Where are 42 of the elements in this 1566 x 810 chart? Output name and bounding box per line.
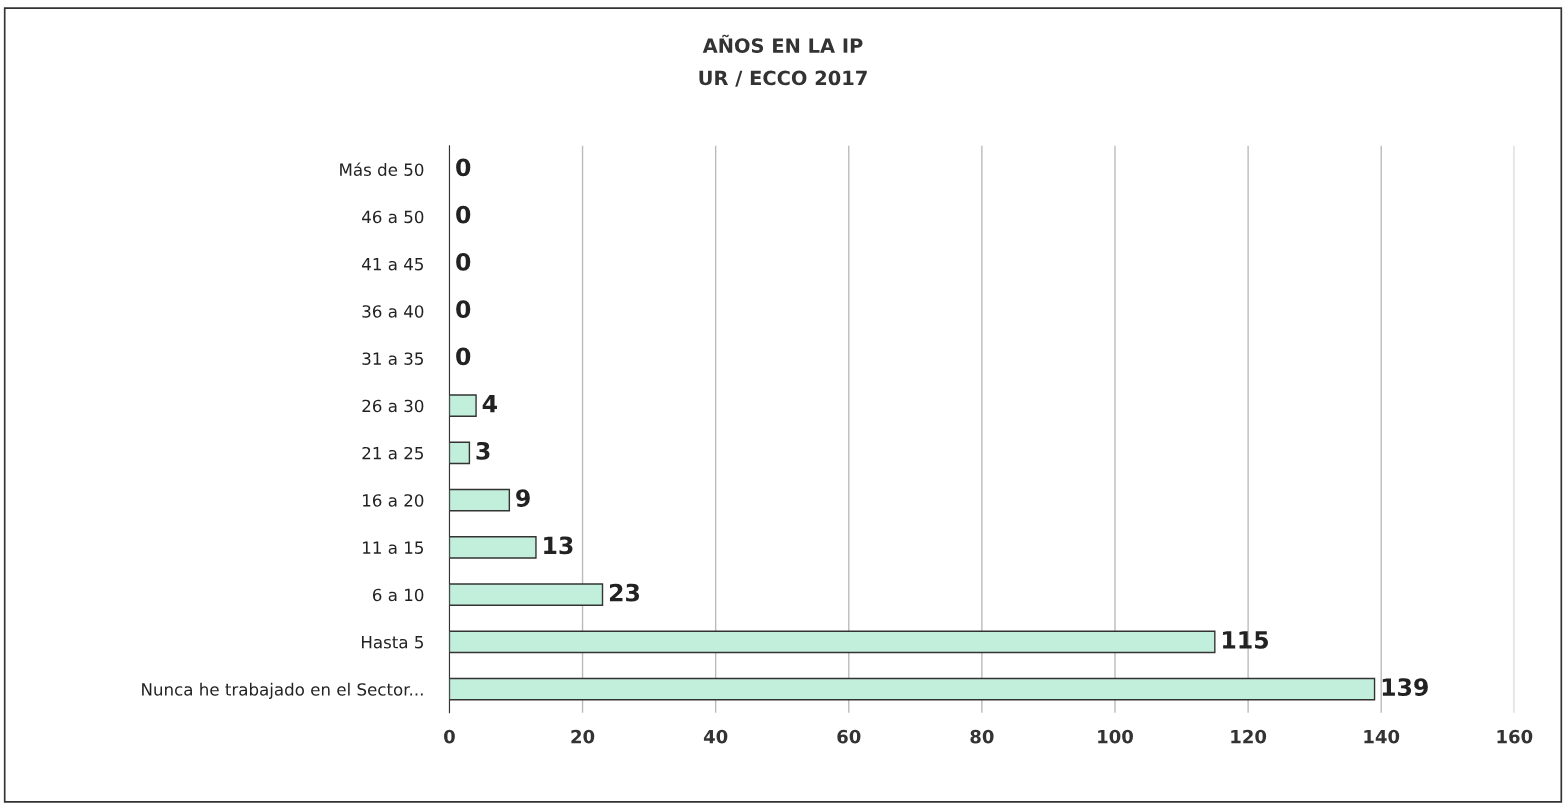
data-label: 139 bbox=[1382, 678, 1428, 697]
chart-subtitle: UR / ECCO 2017 bbox=[699, 70, 867, 87]
data-label: 3 bbox=[476, 441, 490, 460]
x-tick-label: 40 bbox=[703, 729, 728, 744]
bar bbox=[449, 630, 1216, 654]
bar bbox=[449, 583, 604, 607]
data-label: 0 bbox=[456, 205, 471, 224]
chart-title: AÑOS EN LA IP bbox=[702, 34, 863, 53]
bar bbox=[449, 536, 537, 559]
data-label: 0 bbox=[456, 300, 471, 319]
data-label: 9 bbox=[516, 489, 530, 508]
y-tick-label: 41 a 45 bbox=[362, 258, 423, 271]
x-tick-label: 0 bbox=[444, 729, 455, 744]
data-label: 115 bbox=[1223, 631, 1269, 649]
data-label: 13 bbox=[544, 536, 573, 555]
x-tick-label: 100 bbox=[1098, 729, 1133, 744]
y-tick-label: 11 a 15 bbox=[363, 541, 423, 554]
y-tick-label: 31 a 35 bbox=[362, 352, 423, 365]
data-label: 0 bbox=[456, 158, 471, 177]
y-tick-label: 21 a 25 bbox=[362, 446, 423, 460]
y-tick-label: Hasta 5 bbox=[362, 636, 423, 649]
bar bbox=[449, 394, 477, 418]
y-tick-label: 36 a 40 bbox=[362, 305, 424, 318]
x-tick-label: 60 bbox=[837, 729, 861, 744]
x-tick-label: 120 bbox=[1231, 729, 1267, 744]
y-tick-label: 16 a 20 bbox=[363, 494, 424, 507]
y-tick-label: Más de 50 bbox=[340, 162, 424, 176]
bar bbox=[449, 488, 511, 512]
data-label: 23 bbox=[609, 583, 640, 602]
bar bbox=[449, 677, 1376, 701]
x-tick-label: 20 bbox=[571, 729, 595, 744]
data-label: 0 bbox=[456, 252, 471, 271]
y-tick-label: 6 a 10 bbox=[372, 588, 424, 602]
y-tick-label: 26 a 30 bbox=[362, 399, 424, 413]
x-tick-label: 140 bbox=[1364, 729, 1400, 744]
data-label: 0 bbox=[456, 347, 471, 366]
data-label: 4 bbox=[482, 394, 497, 413]
x-tick-label: 80 bbox=[970, 729, 994, 744]
y-tick-label: 46 a 50 bbox=[362, 210, 424, 224]
y-tick-label: Nunca he trabajado en el Sector... bbox=[142, 682, 423, 699]
x-tick-label: 160 bbox=[1497, 729, 1533, 744]
bar bbox=[449, 441, 471, 465]
